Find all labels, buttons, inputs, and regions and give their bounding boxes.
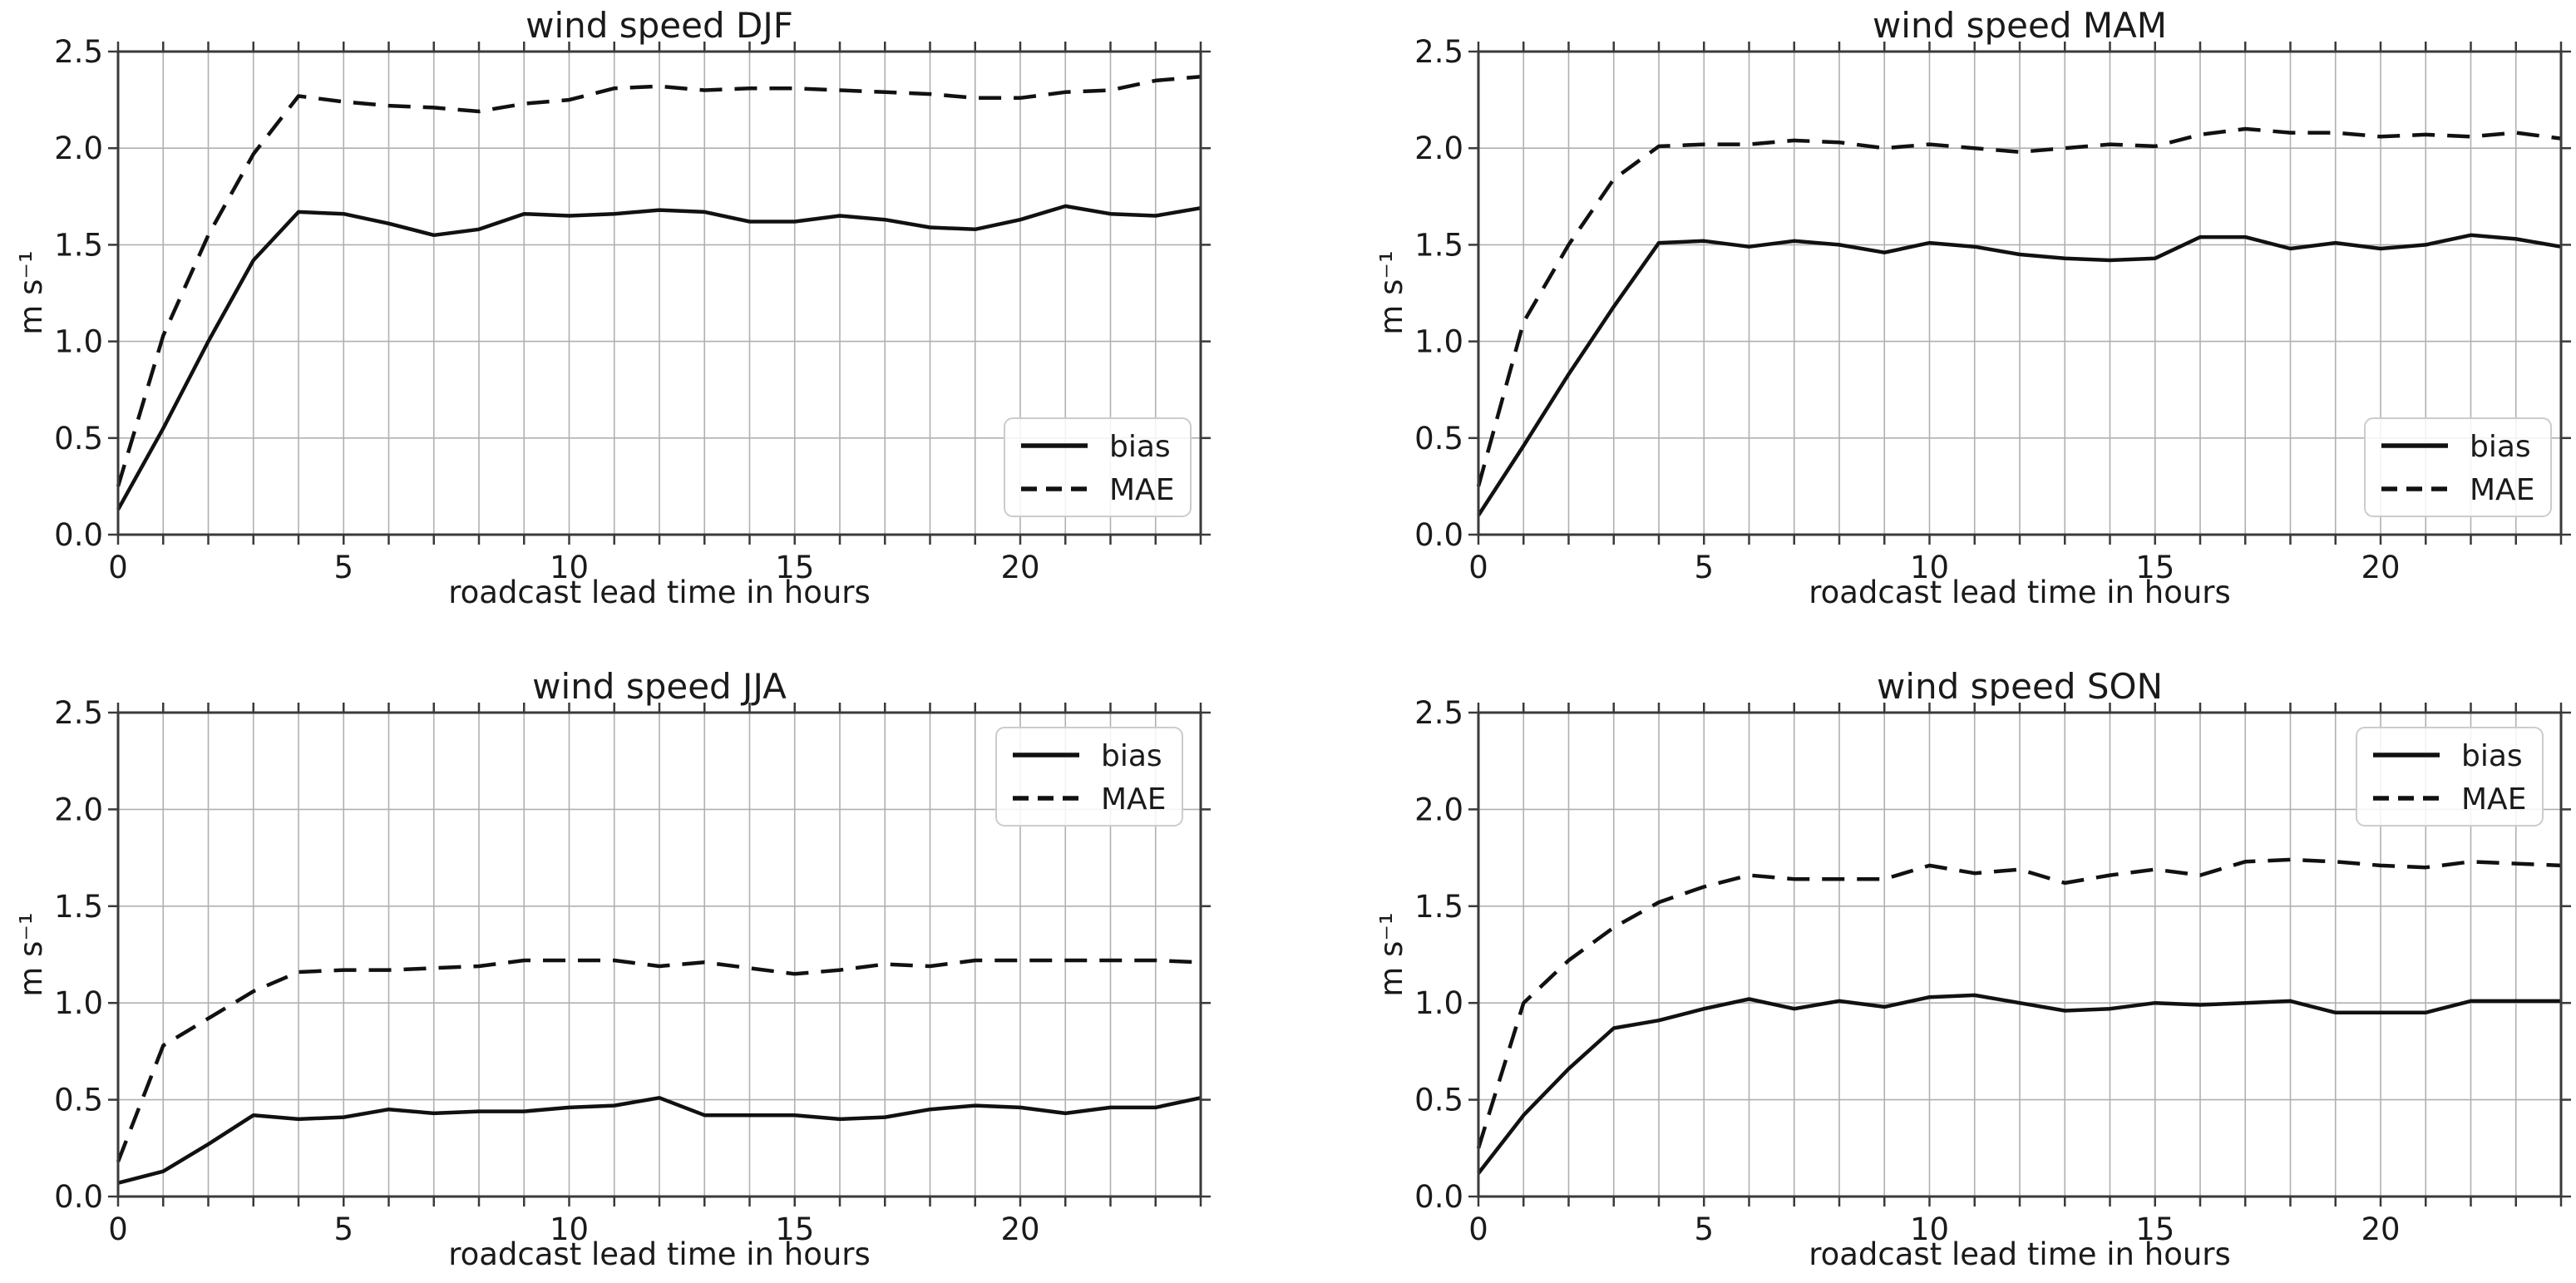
y-axis-label: m s⁻¹ — [13, 250, 49, 335]
chart-title-mam: wind speed MAM — [1872, 5, 2168, 46]
mae-line — [116, 958, 1202, 1162]
x-tick-label: 20 — [1000, 550, 1039, 585]
x-axis-label: roadcast lead time in hours — [448, 1236, 871, 1272]
y-tick-label: 1.5 — [1414, 889, 1463, 925]
chart-title-djf: wind speed DJF — [526, 5, 793, 46]
legend: bias MAE — [2356, 727, 2544, 827]
y-tick-label: 0.5 — [1414, 1083, 1463, 1118]
plot-area-mam: bias MAE 0 5 10 15 20 0.0 0.5 1.0 1.5 2.0 2.5 — [1414, 34, 2571, 585]
y-axis-label: m s⁻¹ — [13, 912, 49, 997]
legend: bias MAE — [995, 727, 1183, 827]
plot-spines — [1477, 711, 2563, 1198]
mae-line — [116, 74, 1202, 487]
legend-label-bias: bias — [1101, 739, 1162, 773]
legend-label-bias: bias — [1109, 430, 1171, 464]
plot-area-djf: bias MAE 0 5 10 15 20 0.0 0.5 1.0 1.5 2.0 2.5 — [54, 34, 1211, 585]
chart-panel-jja: bias MAE 0 5 10 15 20 0.0 0.5 1.0 1.5 2.0 2.5 wind s… — [0, 641, 1288, 1283]
y-tick-label: 1.0 — [54, 324, 103, 360]
x-tick-label: 0 — [1468, 1211, 1488, 1247]
y-tick-label: 2.5 — [1414, 34, 1463, 70]
y-tick-label: 0.0 — [54, 517, 103, 553]
plot-area-son: bias MAE 0 5 10 15 20 0.0 0.5 1.0 1.5 2.0 2.5 — [1414, 695, 2571, 1247]
y-tick-label: 2.0 — [1414, 131, 1463, 166]
x-tick-label: 0 — [108, 1211, 128, 1247]
y-axis-label: m s⁻¹ — [1374, 912, 1409, 997]
x-tick-label: 10 — [550, 1211, 589, 1247]
y-tick-label: 2.0 — [1414, 792, 1463, 827]
mae-line — [1476, 857, 2562, 1149]
x-tick-label: 10 — [550, 550, 589, 585]
bias-line — [116, 204, 1202, 511]
plot-spines — [1477, 50, 2563, 536]
chart-panel-mam: bias MAE 0 5 10 15 20 0.0 0.5 1.0 1.5 2.0 2.5 wind s… — [1288, 0, 2576, 642]
tick-labels: 0 5 10 15 20 0.0 0.5 1.0 1.5 2.0 2.5 — [1414, 695, 2400, 1247]
tick-labels: 0 5 10 15 20 0.0 0.5 1.0 1.5 2.0 2.5 — [1414, 34, 2400, 585]
chart-panel-son: bias MAE 0 5 10 15 20 0.0 0.5 1.0 1.5 2.0 2.5 wind s… — [1288, 641, 2576, 1283]
x-axis-label: roadcast lead time in hours — [448, 575, 871, 610]
legend-label-bias: bias — [2461, 739, 2523, 773]
x-tick-label: 5 — [333, 1211, 353, 1247]
x-tick-label: 20 — [2361, 550, 2400, 585]
x-axis-label: roadcast lead time in hours — [1809, 1236, 2231, 1272]
x-tick-label: 15 — [775, 550, 814, 585]
chart-title-son: wind speed SON — [1876, 666, 2164, 707]
plot-area-jja: bias MAE 0 5 10 15 20 0.0 0.5 1.0 1.5 2.0 2.5 — [54, 695, 1211, 1247]
chart-title-jja: wind speed JJA — [532, 666, 787, 707]
legend-label-mae: MAE — [1109, 473, 1174, 507]
y-tick-label: 0.5 — [1414, 421, 1463, 456]
y-tick-label: 2.0 — [54, 131, 103, 166]
x-tick-label: 10 — [1910, 550, 1949, 585]
y-tick-label: 2.5 — [1414, 695, 1463, 731]
y-tick-label: 2.5 — [54, 34, 103, 70]
x-tick-label: 20 — [1000, 1211, 1039, 1247]
plot-spines — [116, 50, 1202, 536]
y-tick-label: 0.0 — [1414, 517, 1463, 553]
y-tick-label: 1.5 — [1414, 227, 1463, 263]
legend-label-mae: MAE — [2470, 473, 2534, 507]
y-tick-label: 1.0 — [1414, 985, 1463, 1021]
plot-spines — [116, 711, 1202, 1198]
x-tick-label: 20 — [2361, 1211, 2400, 1247]
bias-line — [1477, 993, 2561, 1175]
x-tick-label: 10 — [1910, 1211, 1949, 1247]
mae-line — [1476, 126, 2562, 487]
x-axis-label: roadcast lead time in hours — [1809, 575, 2231, 610]
x-tick-label: 15 — [2135, 550, 2174, 585]
y-tick-label: 1.5 — [54, 227, 103, 263]
axis-ticks — [1468, 42, 2571, 545]
x-tick-label: 0 — [108, 550, 128, 585]
x-tick-label: 5 — [333, 550, 353, 585]
y-tick-label: 1.0 — [54, 985, 103, 1021]
x-tick-label: 5 — [1694, 1211, 1714, 1247]
x-tick-label: 0 — [1468, 550, 1488, 585]
legend: bias MAE — [1004, 417, 1192, 517]
tick-labels: 0 5 10 15 20 0.0 0.5 1.0 1.5 2.0 2.5 — [54, 34, 1039, 585]
y-tick-label: 2.0 — [54, 792, 103, 827]
legend-label-mae: MAE — [1101, 782, 1166, 817]
legend: bias MAE — [2364, 417, 2552, 517]
y-axis-label: m s⁻¹ — [1374, 250, 1409, 335]
y-tick-label: 0.5 — [54, 421, 103, 456]
x-tick-label: 5 — [1694, 550, 1714, 585]
tick-labels: 0 5 10 15 20 0.0 0.5 1.0 1.5 2.0 2.5 — [54, 695, 1039, 1247]
bias-line — [117, 1096, 1202, 1185]
legend-label-mae: MAE — [2461, 782, 2526, 817]
y-tick-label: 0.5 — [54, 1083, 103, 1118]
axis-ticks — [108, 703, 1211, 1207]
x-tick-label: 15 — [775, 1211, 814, 1247]
y-tick-label: 0.0 — [54, 1179, 103, 1215]
y-tick-label: 2.5 — [54, 695, 103, 731]
y-tick-label: 1.5 — [54, 889, 103, 925]
legend-label-bias: bias — [2470, 430, 2531, 464]
x-tick-label: 15 — [2135, 1211, 2174, 1247]
y-tick-label: 1.0 — [1414, 324, 1463, 360]
chart-panel-djf: bias MAE 0 5 10 15 20 0.0 0.5 1.0 1.5 2.0 2.5 wind s… — [0, 0, 1288, 642]
axis-ticks — [1468, 703, 2571, 1207]
axis-ticks — [108, 42, 1211, 545]
bias-line — [1477, 233, 2562, 517]
y-tick-label: 0.0 — [1414, 1179, 1463, 1215]
